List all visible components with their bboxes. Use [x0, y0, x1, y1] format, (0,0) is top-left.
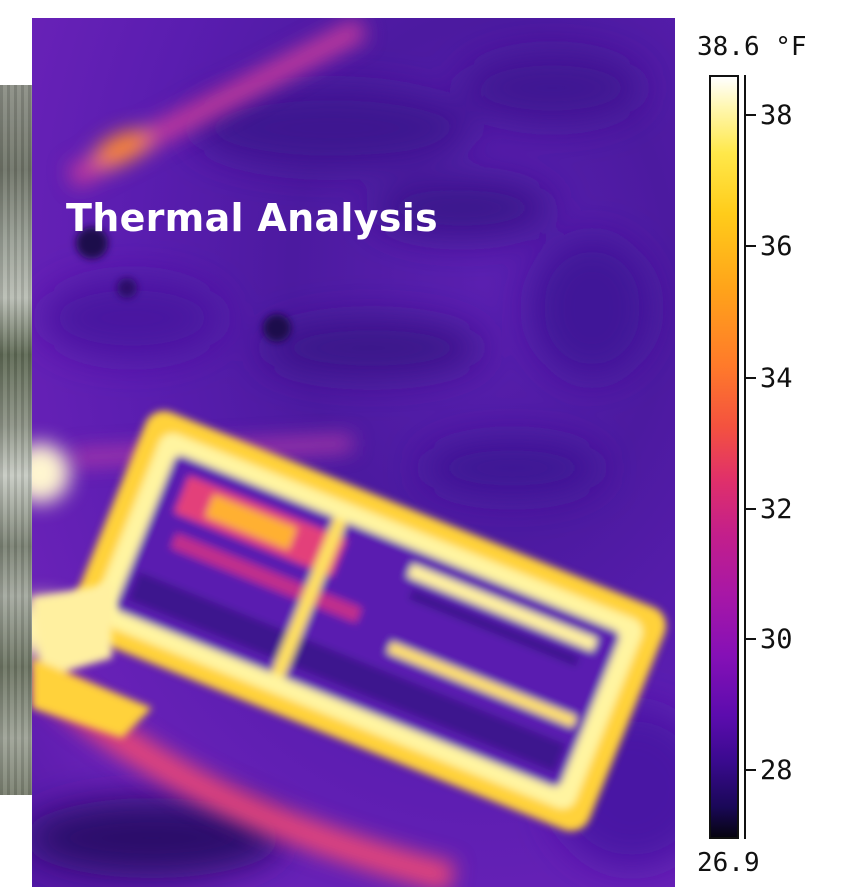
thermal-image [32, 18, 675, 887]
scale-tick [744, 769, 756, 771]
scale-tick-label: 30 [760, 624, 793, 655]
scale-min-label: 26.9 [697, 848, 760, 878]
temperature-colorbar [709, 75, 739, 839]
image-title: Thermal Analysis [66, 196, 438, 240]
scale-tick-label: 32 [760, 494, 793, 525]
scale-tick [744, 377, 756, 379]
scale-axis-line [744, 75, 746, 839]
scale-tick-label: 36 [760, 231, 793, 262]
scale-tick-label: 38 [760, 100, 793, 131]
scale-tick-label: 28 [760, 755, 793, 786]
scale-tick [744, 114, 756, 116]
scale-tick-label: 34 [760, 363, 793, 394]
scale-tick [744, 245, 756, 247]
scale-max-label: 38.6 °F [697, 32, 807, 62]
scale-tick [744, 508, 756, 510]
aerial-photo-strip [0, 85, 32, 795]
scale-tick [744, 638, 756, 640]
